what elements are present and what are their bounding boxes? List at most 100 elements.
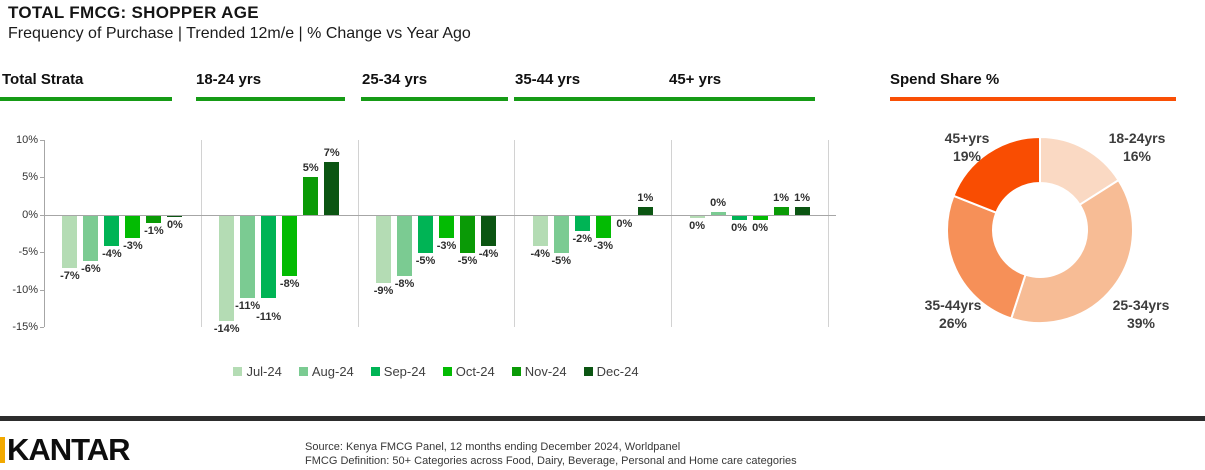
bar-value-label: 0% (731, 221, 748, 234)
y-axis-tick-label: -10% (12, 283, 38, 296)
footer-divider (0, 416, 1205, 421)
strata-header-label: 35-44 yrs (515, 71, 581, 88)
bar-25-34yrs-Aug-24 (397, 215, 412, 276)
bar-value-label: -3% (436, 240, 457, 253)
bar-TotalStrata-Aug-24 (83, 215, 99, 261)
legend-swatch-icon (511, 367, 521, 376)
bar-value-label: -9% (373, 285, 394, 298)
kantar-logo-text: KANTAR (7, 432, 131, 467)
bar-value-label: -6% (81, 262, 101, 275)
donut-label-pct: 26% (938, 315, 968, 331)
bar-TotalStrata-Jul-24 (62, 215, 78, 269)
bar-25-34yrs-Oct-24 (439, 215, 454, 239)
bar-value-label: -5% (457, 255, 478, 268)
bar-18-24yrs-Aug-24 (240, 215, 256, 299)
bar-value-label: 1% (637, 192, 654, 205)
bar-value-label: 0% (689, 220, 706, 233)
strata-header-underline (0, 97, 172, 101)
bar-35-44yrs-Aug-24 (553, 215, 569, 254)
y-axis-tick-mark (40, 327, 44, 328)
y-axis-tick-mark (40, 289, 44, 291)
source-line-1: Source: Kenya FMCG Panel, 12 months endi… (305, 441, 681, 453)
donut-segment-25-34yrs (1010, 178, 1134, 324)
bar-value-label: -11% (256, 311, 282, 324)
panel-separator (671, 140, 673, 327)
bar-35-44yrs-Oct-24 (595, 215, 611, 239)
strata-header-underline (514, 97, 670, 101)
source-note: Source: Kenya FMCG Panel, 12 months endi… (305, 440, 797, 468)
legend-item: Oct-24 (442, 364, 495, 379)
bar-value-label: 7% (323, 147, 340, 160)
zero-baseline (44, 214, 836, 216)
donut-label-name: 45+yrs (944, 130, 990, 146)
bar-25-34yrs-Dec-24 (481, 215, 496, 246)
kantar-logo-stripe (0, 437, 5, 463)
bar-value-label: 0% (710, 196, 727, 209)
legend-item: Sep-24 (370, 364, 426, 379)
source-line-2: FMCG Definition: 50+ Categories across F… (305, 455, 797, 467)
legend-label: Sep-24 (383, 364, 426, 379)
bar-TotalStrata-Oct-24 (125, 215, 141, 239)
donut-segment-45+yrs (952, 135, 1041, 214)
donut-label-pct: 39% (1126, 315, 1156, 331)
page-title: TOTAL FMCG: SHOPPER AGE (8, 3, 259, 22)
y-axis-tick-mark (40, 252, 44, 254)
y-axis-tick-mark (40, 214, 44, 216)
legend-item: Nov-24 (511, 364, 567, 379)
y-axis-tick-label: 5% (22, 171, 38, 184)
donut-label-name: 18-24yrs (1108, 130, 1166, 146)
strata-header-label: Total Strata (2, 71, 84, 88)
y-axis-tick-label: 10% (15, 134, 38, 146)
bar-value-label: -7% (60, 270, 80, 283)
y-axis-tick-label: 0% (22, 208, 38, 221)
bar-value-label: -5% (551, 255, 572, 268)
bar-TotalStrata-Sep-24 (104, 215, 120, 246)
donut-segment-label: 45+yrs 19% (912, 129, 1022, 165)
bar-value-label: -2% (572, 232, 593, 245)
bar-18-24yrs-Oct-24 (282, 215, 298, 276)
bar-value-label: -11% (235, 300, 261, 313)
bar-value-label: -8% (279, 277, 300, 290)
donut-segment-label: 18-24yrs 16% (1082, 129, 1192, 165)
legend-swatch-icon (442, 367, 452, 376)
bar-value-label: -4% (102, 247, 122, 260)
bar-35-44yrs-Jul-24 (532, 215, 548, 246)
legend-label: Nov-24 (524, 364, 567, 379)
bar-value-label: -3% (123, 240, 143, 253)
y-axis-tick-mark (40, 177, 44, 179)
bar-45+yrs-Jul-24 (689, 215, 705, 219)
legend-label: Dec-24 (596, 364, 639, 379)
legend-label: Aug-24 (311, 364, 354, 379)
panel-separator (828, 140, 829, 327)
bar-35-44yrs-Dec-24 (637, 207, 653, 215)
legend-item: Jul-24 (233, 364, 282, 379)
bar-45+yrs-Dec-24 (794, 207, 810, 215)
page-subtitle: Frequency of Purchase | Trended 12m/e | … (8, 25, 471, 42)
bar-TotalStrata-Dec-24 (167, 215, 183, 218)
legend-swatch-icon (370, 367, 380, 376)
strata-header-underline (196, 97, 345, 101)
strata-header-label: 18-24 yrs (196, 71, 262, 88)
bar-value-label: -4% (478, 247, 499, 260)
legend-label: Oct-24 (455, 364, 495, 379)
bar-18-24yrs-Jul-24 (219, 215, 235, 321)
y-axis-tick-label: -15% (12, 321, 38, 333)
legend-item: Dec-24 (583, 364, 639, 379)
bar-value-label: 1% (773, 192, 790, 205)
donut-label-name: 25-34yrs (1112, 297, 1170, 313)
bar-TotalStrata-Nov-24 (146, 215, 162, 224)
donut-title: Spend Share % (890, 71, 1000, 88)
bar-18-24yrs-Dec-24 (324, 162, 340, 215)
bar-value-label: -1% (144, 225, 164, 238)
bar-value-label: -5% (415, 255, 436, 268)
donut-segment-35-44yrs (946, 194, 1027, 320)
bar-value-label: 0% (752, 222, 769, 235)
bar-45+yrs-Sep-24 (731, 215, 747, 220)
bar-value-label: -3% (593, 240, 614, 253)
spend-share-donut-chart (946, 135, 1134, 324)
donut-segment-label: 35-44yrs 26% (898, 296, 1008, 332)
bar-value-label: 5% (302, 162, 319, 175)
bar-18-24yrs-Sep-24 (261, 215, 277, 299)
bar-45+yrs-Aug-24 (710, 211, 726, 215)
bar-value-label: 0% (166, 219, 183, 232)
